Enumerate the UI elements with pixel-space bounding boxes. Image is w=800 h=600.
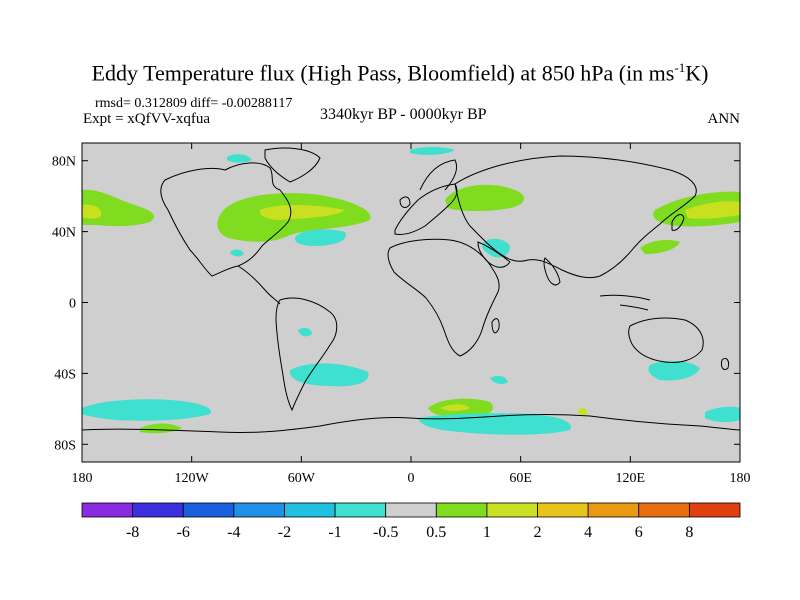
colorbar-label: 2 [534,524,542,541]
coastline-japan [671,214,685,231]
colorbar-box [587,502,640,518]
coastline-arabia [477,241,511,268]
colorbar-label: -4 [227,524,240,541]
colorbar-label: -1 [328,524,341,541]
lon-tick-label: 120W [175,471,210,486]
coastline-india [543,257,561,286]
period-label: 3340kyr BP - 0000kyr BP [320,106,487,123]
coastline-australia [628,317,704,363]
anomaly-south-america-west [298,327,312,337]
anomaly-south-atlantic [289,363,369,387]
colorbar-box [537,502,589,518]
coastline-africa [387,238,500,357]
anomaly-eurasia [445,184,525,211]
coastline-asia [454,155,697,279]
coastline-indonesia [599,294,651,311]
colorbar-box [284,502,336,518]
anomaly-australia-south [648,360,700,381]
colorbar-label: 4 [584,524,592,541]
colorbar-label: 8 [685,524,693,541]
coastline-south-america [275,297,338,412]
colorbar-box [182,502,235,518]
colorbar-box [638,502,690,518]
colorbar-label: -0.5 [373,524,398,541]
coastline-greenland [264,147,321,183]
experiment-label: Expt = xQfVV-xqfua [83,111,211,127]
anomaly-north-pacific-west [82,189,155,227]
coastline-british-isles [399,196,411,208]
coastline-antarctica [82,414,740,434]
colorbar-label: 0.5 [426,524,446,541]
rmsd-diff-label: rmsd= 0.312809 diff= -0.00288117 [95,96,293,111]
anomaly-regions [82,147,740,435]
colorbar-label: 1 [483,524,491,541]
anomaly-southwest-pacific [705,406,740,423]
colorbar-box [132,502,184,518]
colorbar-box [486,502,538,518]
lon-tick-label: 120E [616,471,646,486]
coastline-europe [394,183,458,235]
lon-tick-label: 60W [288,471,316,486]
lat-tick-label: 40S [54,367,76,382]
anomaly-greenland [227,154,252,163]
anomaly-north-pacific-small [230,249,244,257]
anomaly-east-asia [640,240,680,254]
lat-tick-label: 80S [54,438,76,453]
coastline-north-america [160,162,292,277]
colorbar-label: -8 [126,524,139,541]
lon-tick-label: 180 [72,471,93,486]
colorbar-label: -2 [278,524,291,541]
colorbar-label: -6 [177,524,190,541]
lon-tick-label: 60E [509,471,532,486]
anomaly-north-atlantic [294,229,346,246]
colorbar-box [334,502,387,518]
latitude-axis: 80N 40N 0 40S 80S [52,155,740,453]
anomaly-southern-pacific [82,399,211,421]
lon-tick-label: 0 [408,471,415,486]
anomaly-arctic [410,147,455,155]
season-label: ANN [707,111,741,127]
longitude-axis: 180 120W 60W 0 60E 120E 180 [72,143,751,486]
coastline-new-zealand [721,357,729,371]
coastline-madagascar [491,318,500,334]
colorbar-box [385,502,437,518]
coastlines [82,147,740,434]
anomaly-south-atlantic-small [490,375,508,385]
lat-tick-label: 40N [52,226,76,241]
coastline-scandinavia [419,159,458,191]
colorbar-labels: -8 -6 -4 -2 -1 -0.5 0.5 1 2 4 6 8 [126,524,693,541]
lat-tick-label: 0 [69,297,76,312]
coastline-central-america [237,265,281,305]
colorbar-label: 6 [635,524,643,541]
colorbar-box [233,502,285,518]
anomaly-north-america-core [259,205,345,220]
anomaly-north-pacific-west-core [82,204,102,219]
colorbar-box [688,502,741,518]
anomaly-antarctic-coast [578,407,588,416]
lon-tick-label: 180 [730,471,751,486]
colorbar-box [435,502,488,518]
anomaly-middle-east [482,238,510,258]
lat-tick-label: 80N [52,155,76,170]
plot-title: Eddy Temperature flux (High Pass, Bloomf… [91,60,709,86]
anomaly-north-pacific-east-core [685,201,740,219]
colorbar-boxes [81,502,741,518]
colorbar-box [81,502,134,518]
anomaly-southern-ocean-core [440,404,470,411]
